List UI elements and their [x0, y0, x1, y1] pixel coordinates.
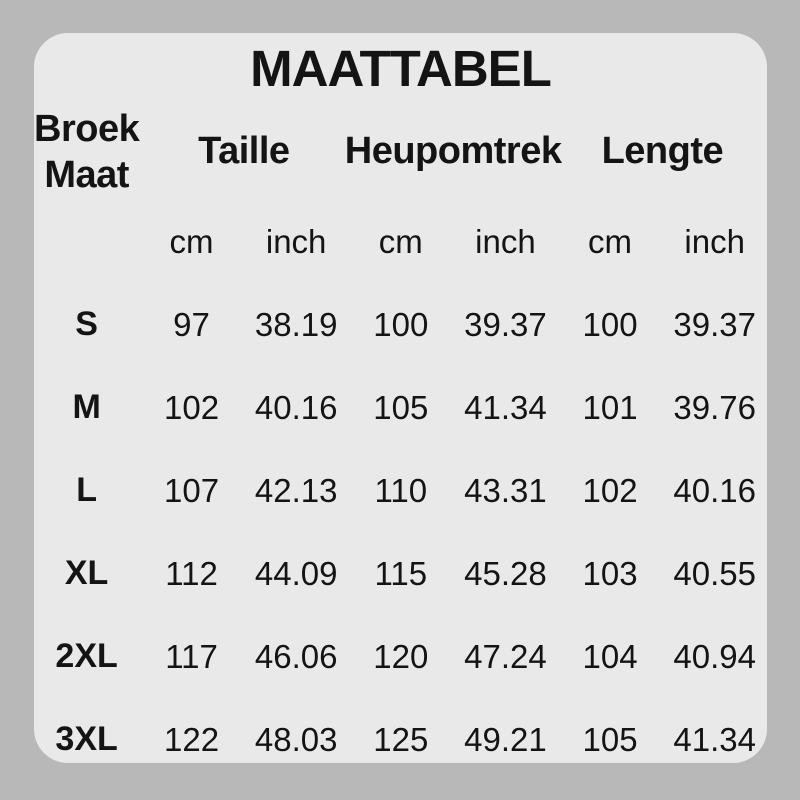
value-cell: 102 [582, 471, 638, 509]
unit-row-spacer [34, 200, 139, 283]
size-column-header-line2: Maat [44, 153, 129, 196]
group-header-heupomtrek: Heupomtrek [344, 130, 562, 172]
value-cell: 44.09 [254, 554, 338, 592]
value-cell: 120 [373, 637, 429, 675]
value-cell: 40.16 [254, 388, 338, 426]
size-chart-card: MAATTABEL Broek Maat Taille Heupomtrek L… [34, 33, 767, 763]
value-cell: 47.24 [464, 637, 547, 675]
unit-label-taille-inch: inch [265, 222, 327, 260]
value-cell: 41.34 [673, 720, 756, 758]
value-cell: 46.06 [254, 637, 338, 675]
value-cell: 100 [582, 305, 638, 343]
value-cell: 40.16 [673, 471, 756, 509]
value-cell: 125 [373, 720, 429, 758]
unit-label-heupomtrek-inch: inch [475, 222, 536, 260]
size-cell: XL [64, 554, 109, 592]
value-cell: 115 [374, 554, 428, 592]
value-cell: 45.28 [464, 554, 547, 592]
value-cell: 48.03 [254, 720, 338, 758]
value-cell: 97 [173, 305, 210, 343]
unit-label-heupomtrek-cm: cm [378, 222, 423, 260]
value-cell: 107 [164, 471, 220, 509]
size-column-header-line1: Broek [34, 107, 140, 150]
value-cell: 100 [373, 305, 429, 343]
size-cell: 2XL [55, 637, 118, 675]
size-cell: M [72, 388, 101, 426]
value-cell: 110 [374, 471, 428, 509]
value-cell: 43.31 [464, 471, 547, 509]
value-cell: 42.13 [254, 471, 338, 509]
value-cell: 38.19 [254, 305, 338, 343]
group-header-lengte: Lengte [601, 130, 724, 172]
value-cell: 40.94 [673, 637, 756, 675]
value-cell: 122 [164, 720, 220, 758]
value-cell: 49.21 [464, 720, 547, 758]
unit-label-lengte-cm: cm [588, 222, 633, 260]
value-cell: 39.76 [673, 388, 756, 426]
size-cell: S [75, 305, 98, 343]
value-cell: 117 [165, 637, 218, 675]
unit-label-taille-cm: cm [169, 222, 214, 260]
value-cell: 101 [582, 388, 638, 426]
value-cell: 41.34 [464, 388, 547, 426]
size-cell: 3XL [55, 720, 118, 758]
value-cell: 105 [582, 720, 638, 758]
value-cell: 105 [373, 388, 429, 426]
value-cell: 39.37 [464, 305, 547, 343]
value-cell: 112 [165, 554, 218, 592]
size-column-header: Broek Maat [34, 103, 140, 200]
value-cell: 39.37 [673, 305, 756, 343]
size-chart-table: MAATTABEL Broek Maat Taille Heupomtrek L… [34, 33, 767, 781]
group-header-taille: Taille [198, 130, 290, 172]
size-cell: L [76, 471, 97, 509]
chart-title: MAATTABEL [250, 39, 552, 97]
value-cell: 40.55 [673, 554, 756, 592]
value-cell: 103 [582, 554, 638, 592]
value-cell: 102 [164, 388, 220, 426]
unit-label-lengte-inch: inch [684, 222, 745, 260]
value-cell: 104 [582, 637, 638, 675]
